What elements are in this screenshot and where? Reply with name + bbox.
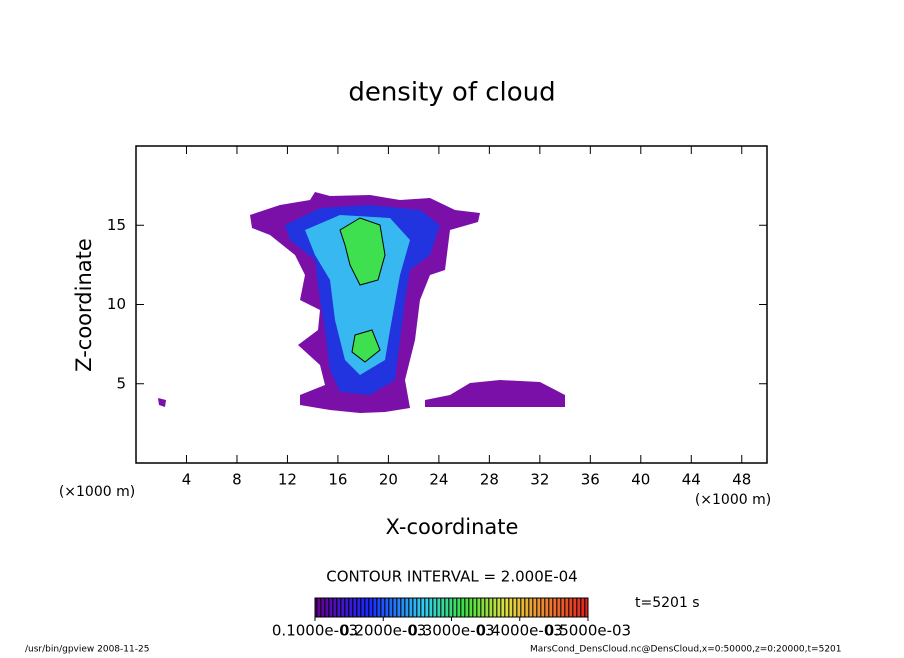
colorbar-tick-label: 0.4000e-03 xyxy=(477,622,563,640)
footer-left: /usr/bin/gpview 2008-11-25 xyxy=(25,645,149,655)
colorbar-tick-label: 0.1000e-03 xyxy=(272,622,358,640)
contour-interval: CONTOUR INTERVAL = 2.000E-04 xyxy=(326,568,577,586)
x-tick-label: 36 xyxy=(581,471,600,489)
footer-right: MarsCond_DensCloud.nc@DensCloud,x=0:5000… xyxy=(530,645,842,655)
x-axis-label: X-coordinate xyxy=(386,515,519,539)
chart-title: density of cloud xyxy=(348,78,555,108)
colorbar-tick-label: 0.3000e-03 xyxy=(408,622,494,640)
y-tick-label: 15 xyxy=(107,216,126,234)
x-tick-label: 28 xyxy=(480,471,499,489)
x-tick-label: 32 xyxy=(530,471,549,489)
x-tick-label: 48 xyxy=(732,471,751,489)
y-unit: (×1000 m) xyxy=(59,484,135,500)
x-tick-label: 4 xyxy=(182,471,192,489)
x-tick-label: 12 xyxy=(278,471,297,489)
time-label: t=5201 s xyxy=(635,595,700,611)
x-tick-label: 24 xyxy=(429,471,448,489)
plot-frame xyxy=(135,145,768,464)
cloud-field xyxy=(158,192,565,413)
x-tick-label: 8 xyxy=(232,471,242,489)
x-tick-label: 16 xyxy=(328,471,347,489)
x-tick-label: 20 xyxy=(379,471,398,489)
colorbar-tick-label: 0.5000e-03 xyxy=(545,622,631,640)
y-tick-label: 10 xyxy=(107,295,126,313)
x-unit: (×1000 m) xyxy=(695,492,771,508)
y-tick-label: 5 xyxy=(116,374,126,392)
y-axis-label: Z-coordinate xyxy=(72,238,96,372)
x-tick-label: 44 xyxy=(682,471,701,489)
colorbar-frame xyxy=(314,597,589,618)
x-tick-label: 40 xyxy=(631,471,650,489)
colorbar-tick-label: 0.2000e-03 xyxy=(340,622,426,640)
